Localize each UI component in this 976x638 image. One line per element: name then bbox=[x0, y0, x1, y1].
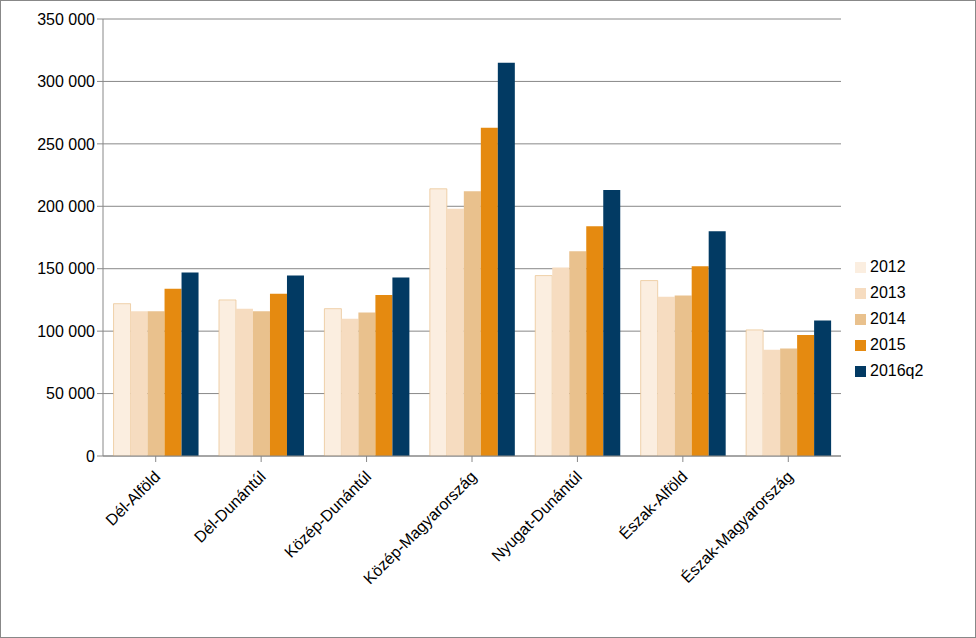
svg-text:350 000: 350 000 bbox=[37, 11, 95, 28]
html-text:2014: 2014 bbox=[870, 310, 906, 327]
svg-text:Dél-Dunántúl: Dél-Dunántúl bbox=[191, 468, 269, 546]
html-text:2016q2: 2016q2 bbox=[870, 362, 924, 379]
svg-text:Közép-Magyarország: Közép-Magyarország bbox=[360, 468, 480, 588]
html-text:2015: 2015 bbox=[870, 336, 906, 353]
html-text:2013: 2013 bbox=[870, 284, 906, 301]
svg-text:0: 0 bbox=[86, 448, 95, 465]
svg-text:Nyugat-Dunántúl: Nyugat-Dunántúl bbox=[488, 468, 585, 565]
html-text:2012: 2012 bbox=[870, 258, 906, 275]
svg-text:50 000: 50 000 bbox=[46, 385, 95, 402]
svg-text:300 000: 300 000 bbox=[37, 73, 95, 90]
svg-text:Dél-Alföld: Dél-Alföld bbox=[102, 468, 163, 529]
svg-text:150 000: 150 000 bbox=[37, 260, 95, 277]
svg-text:Észak-Magyarország: Észak-Magyarország bbox=[677, 467, 796, 586]
svg-text:100 000: 100 000 bbox=[37, 323, 95, 340]
svg-text:Közép-Dunántúl: Közép-Dunántúl bbox=[281, 468, 374, 561]
svg-text:Észak-Alföld: Észak-Alföld bbox=[615, 467, 691, 543]
svg-text:250 000: 250 000 bbox=[37, 136, 95, 153]
svg-text:200 000: 200 000 bbox=[37, 198, 95, 215]
